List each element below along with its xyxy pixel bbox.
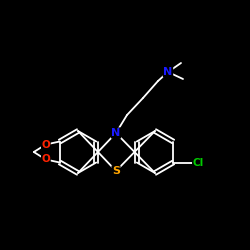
Text: O: O — [42, 140, 50, 149]
Text: N: N — [164, 67, 172, 77]
Text: Cl: Cl — [192, 158, 204, 168]
Text: O: O — [42, 154, 50, 164]
Text: N: N — [112, 128, 120, 138]
Text: S: S — [112, 166, 120, 176]
